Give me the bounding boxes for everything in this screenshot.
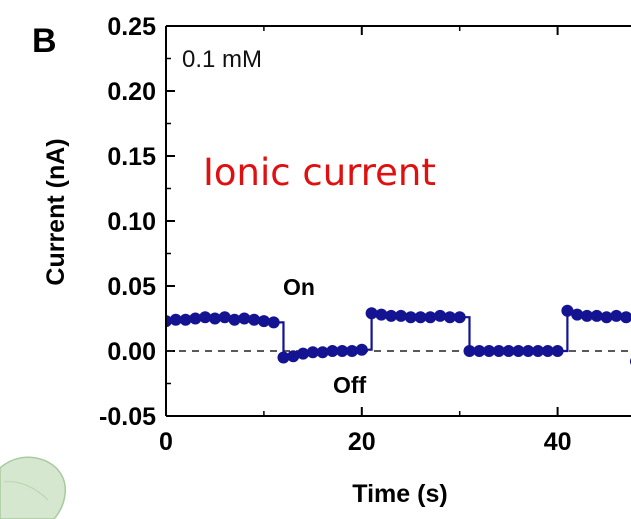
data-point — [443, 311, 456, 324]
y-tick-label: 0.20 — [107, 78, 156, 106]
data-point — [218, 311, 231, 324]
data-point — [385, 309, 398, 322]
y-axis-ticks: -0.05 0.00 0.05 0.10 0.15 0.20 0.25 — [99, 13, 175, 431]
y-tick-label: -0.05 — [99, 403, 156, 431]
data-point — [179, 313, 192, 326]
data-point — [434, 309, 447, 322]
data-point — [326, 345, 339, 357]
data-point — [277, 351, 290, 364]
data-point — [512, 345, 525, 357]
data-point — [346, 345, 359, 357]
data-point — [394, 309, 407, 322]
data-point — [316, 346, 329, 359]
data-point — [414, 311, 427, 324]
y-tick-label: 0.25 — [107, 13, 156, 41]
y-tick-label: 0.10 — [107, 208, 156, 236]
data-point — [404, 311, 417, 324]
off-annotation: Off — [333, 372, 367, 398]
data-point — [355, 343, 368, 356]
concentration-label: 0.1 mM — [182, 46, 262, 73]
data-point — [492, 345, 505, 357]
y-tick-label: 0.05 — [107, 273, 156, 301]
data-point — [375, 308, 388, 321]
data-point — [336, 345, 349, 357]
data-point — [424, 311, 437, 324]
data-point — [600, 311, 613, 324]
data-point — [208, 312, 221, 325]
x-tick-label: 40 — [544, 428, 572, 456]
y-axis-title: Current (nA) — [42, 138, 70, 285]
data-point — [189, 312, 202, 325]
data-point — [306, 346, 319, 359]
data-point — [551, 345, 564, 357]
data-point — [522, 345, 535, 357]
data-point — [463, 345, 476, 357]
data-point — [287, 350, 300, 363]
data-point — [620, 311, 631, 324]
data-point — [590, 309, 603, 322]
data-point — [267, 316, 280, 329]
current-series — [166, 304, 631, 365]
x-axis-ticks: 020406080 — [159, 26, 572, 456]
data-point — [248, 313, 261, 326]
data-point — [580, 309, 593, 322]
data-point — [561, 304, 574, 317]
x-tick-label: 20 — [348, 428, 376, 456]
data-point — [610, 309, 623, 322]
leaf-vein — [3, 481, 49, 501]
leaf-graphic — [0, 456, 66, 519]
data-point — [571, 308, 584, 321]
data-point — [473, 345, 486, 357]
data-point — [228, 313, 241, 326]
ionic-current-title: Ionic current — [203, 151, 436, 194]
data-point — [238, 312, 251, 325]
data-point — [483, 345, 496, 357]
data-point — [502, 345, 515, 357]
data-point — [297, 347, 310, 360]
data-point — [199, 311, 212, 324]
x-axis-title: Time (s) — [352, 480, 447, 508]
data-point — [541, 345, 554, 357]
data-point — [257, 315, 270, 328]
data-point — [169, 313, 182, 326]
panel-letter: B — [32, 22, 57, 60]
on-annotation: On — [283, 274, 315, 300]
y-tick-label: 0.00 — [107, 338, 156, 366]
y-tick-label: 0.15 — [107, 143, 156, 171]
data-point — [453, 311, 466, 324]
data-point — [365, 307, 378, 320]
data-point — [532, 345, 545, 357]
x-tick-label: 0 — [159, 428, 173, 456]
